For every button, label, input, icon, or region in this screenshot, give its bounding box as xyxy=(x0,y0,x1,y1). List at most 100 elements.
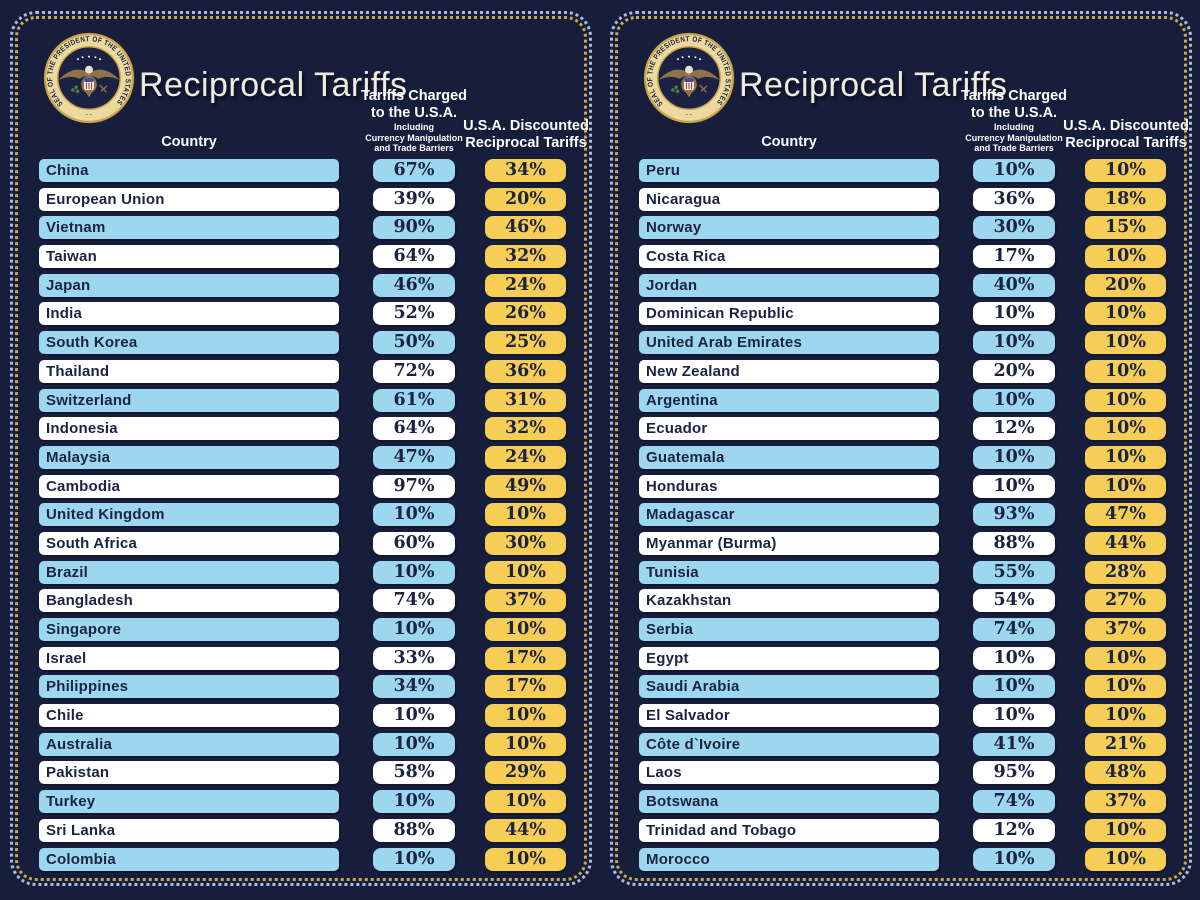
charged-cell: 90% xyxy=(373,216,455,240)
discount-cell: 49% xyxy=(485,474,566,498)
discount-cell: 44% xyxy=(485,818,566,842)
table-row: Myanmar (Burma) 88% 44% xyxy=(613,531,1195,555)
charged-cell: 10% xyxy=(373,560,455,584)
country-cell: Sri Lanka xyxy=(39,818,339,842)
discount-cell: 10% xyxy=(1085,331,1166,355)
charged-header-sub1: Including xyxy=(994,122,1034,132)
table-row: Chile 10% 10% xyxy=(13,704,595,728)
discount-cell: 10% xyxy=(1085,474,1166,498)
table-row: India 52% 26% xyxy=(13,302,595,326)
discount-column-header: U.S.A. Discounted Reciprocal Tariffs xyxy=(1047,118,1200,152)
discount-cell: 37% xyxy=(485,589,566,613)
charged-column-header: Tariffs Charged to the U.S.A. Including … xyxy=(935,88,1093,154)
table-row: Bangladesh 74% 37% xyxy=(13,589,595,613)
country-cell: Philippines xyxy=(39,675,339,699)
table-row: Laos 95% 48% xyxy=(613,761,1195,785)
charged-cell: 10% xyxy=(373,790,455,814)
discount-cell: 10% xyxy=(485,790,566,814)
charged-cell: 10% xyxy=(373,732,455,756)
country-cell: Morocco xyxy=(639,847,939,871)
country-cell: European Union xyxy=(39,187,339,211)
table-row: Costa Rica 17% 10% xyxy=(613,245,1195,269)
country-cell: Taiwan xyxy=(39,245,339,269)
charged-cell: 74% xyxy=(973,618,1055,641)
table-row: South Africa 60% 30% xyxy=(13,531,595,555)
table-row: Jordan 40% 20% xyxy=(613,273,1195,297)
charged-cell: 10% xyxy=(973,675,1055,699)
charged-cell: 74% xyxy=(373,589,455,613)
charged-cell: 39% xyxy=(373,187,455,211)
discount-cell: 15% xyxy=(1085,216,1166,240)
discount-cell: 32% xyxy=(485,245,566,269)
country-cell: South Africa xyxy=(39,531,339,555)
country-cell: Dominican Republic xyxy=(639,302,939,326)
discount-cell: 10% xyxy=(1085,388,1166,412)
charged-cell: 64% xyxy=(373,417,455,441)
charged-cell: 36% xyxy=(973,187,1055,211)
country-cell: Vietnam xyxy=(39,216,339,240)
discount-cell: 25% xyxy=(485,331,566,355)
table-row: Argentina 10% 10% xyxy=(613,388,1195,412)
charged-header-sub3: and Trade Barriers xyxy=(974,143,1054,153)
table-row: Pakistan 58% 29% xyxy=(13,761,595,785)
table-row: Israel 33% 17% xyxy=(13,646,595,670)
discount-cell: 20% xyxy=(1085,273,1166,297)
table-row: Ecuador 12% 10% xyxy=(613,417,1195,441)
charged-header-sub1: Including xyxy=(394,122,434,132)
country-cell: Peru xyxy=(639,159,939,182)
discount-cell: 10% xyxy=(485,560,566,584)
discount-cell: 10% xyxy=(1085,704,1166,728)
charged-cell: 93% xyxy=(973,503,1055,527)
table-row: Australia 10% 10% xyxy=(13,732,595,756)
charged-cell: 67% xyxy=(373,159,455,182)
country-cell: Indonesia xyxy=(39,417,339,441)
country-cell: Thailand xyxy=(39,359,339,383)
country-cell: South Korea xyxy=(39,331,339,355)
discount-header-line2: Reciprocal Tariffs xyxy=(465,135,587,151)
charged-cell: 10% xyxy=(973,847,1055,871)
discount-cell: 29% xyxy=(485,761,566,785)
table-row: Singapore 10% 10% xyxy=(13,618,595,641)
charged-header-line2: to the U.S.A. xyxy=(970,105,1058,121)
table-row: China 67% 34% xyxy=(13,159,595,182)
discount-cell: 24% xyxy=(485,273,566,297)
table-row: Côte d`Ivoire 41% 21% xyxy=(613,732,1195,756)
country-cell: Chile xyxy=(39,704,339,728)
country-cell: Botswana xyxy=(639,790,939,814)
charged-cell: 46% xyxy=(373,273,455,297)
table-row: New Zealand 20% 10% xyxy=(613,359,1195,383)
country-cell: Tunisia xyxy=(639,560,939,584)
charged-cell: 54% xyxy=(973,589,1055,613)
table-row: Colombia 10% 10% xyxy=(13,847,595,871)
table-row: Thailand 72% 36% xyxy=(13,359,595,383)
country-column-header: Country xyxy=(161,134,217,150)
discount-cell: 10% xyxy=(485,732,566,756)
country-cell: El Salvador xyxy=(639,704,939,728)
table-row: Brazil 10% 10% xyxy=(13,560,595,584)
charged-cell: 97% xyxy=(373,474,455,498)
country-cell: Turkey xyxy=(39,790,339,814)
charged-cell: 10% xyxy=(373,847,455,871)
country-cell: Egypt xyxy=(639,646,939,670)
table-row: Trinidad and Tobago 12% 10% xyxy=(613,818,1195,842)
discount-cell: 28% xyxy=(1085,560,1166,584)
discount-cell: 10% xyxy=(485,704,566,728)
country-cell: Singapore xyxy=(39,618,339,641)
charged-cell: 60% xyxy=(373,531,455,555)
country-cell: Ecuador xyxy=(639,417,939,441)
table-row: Cambodia 97% 49% xyxy=(13,474,595,498)
discount-cell: 10% xyxy=(1085,445,1166,469)
table-row: Morocco 10% 10% xyxy=(613,847,1195,871)
discount-cell: 10% xyxy=(1085,159,1166,182)
country-cell: Guatemala xyxy=(639,445,939,469)
charged-column-header: Tariffs Charged to the U.S.A. Including … xyxy=(335,88,493,154)
table-row: Norway 30% 15% xyxy=(613,216,1195,240)
country-cell: Saudi Arabia xyxy=(639,675,939,699)
charged-cell: 72% xyxy=(373,359,455,383)
table-row: Sri Lanka 88% 44% xyxy=(13,818,595,842)
charged-cell: 95% xyxy=(973,761,1055,785)
country-cell: Brazil xyxy=(39,560,339,584)
country-cell: Israel xyxy=(39,646,339,670)
country-cell: Colombia xyxy=(39,847,339,871)
charged-cell: 88% xyxy=(973,531,1055,555)
